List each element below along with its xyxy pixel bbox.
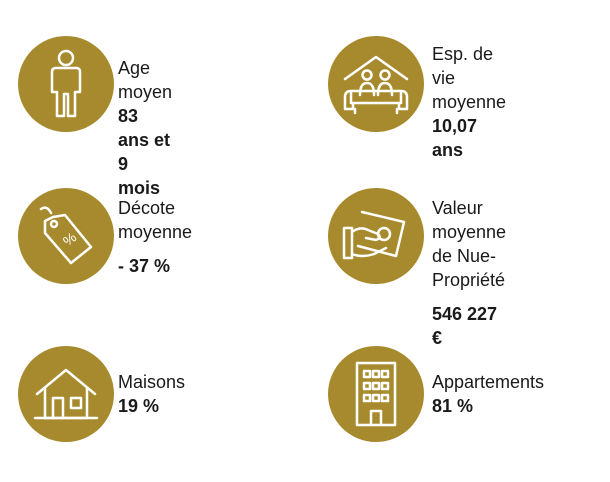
stat-text: Esp. de vie moyenne 10,07 ans: [432, 42, 506, 162]
stat-value: - 37 %: [118, 256, 171, 276]
stat-label: Maisons: [118, 372, 186, 392]
icon-circle: [328, 346, 424, 442]
tag-percent-text: %: [60, 229, 80, 249]
stat-text: Age moyen 83 ans et 9 mois: [118, 56, 172, 200]
stat-value: 83 ans et 9 mois: [118, 106, 171, 198]
stat-text: Maisons 19 %: [118, 370, 185, 418]
stat-label-line-2: moyenne: [432, 92, 507, 112]
stat-value: 10,07 ans: [432, 116, 478, 160]
stat-value: 546 227 €: [432, 304, 498, 348]
icon-circle: [328, 36, 424, 132]
stat-label-line-1: Valeur moyenne: [432, 198, 507, 242]
person-icon: [50, 49, 82, 118]
stat-text: Appartements 81 %: [432, 370, 544, 418]
stat-label-line-1: Esp. de vie: [432, 44, 494, 88]
stat-value: 81 %: [432, 396, 474, 416]
stat-label: Appartements: [432, 372, 545, 392]
stat-label-line-2: de Nue-Propriété: [432, 246, 506, 290]
icon-circle: [18, 346, 114, 442]
seniors-house-icon: [343, 55, 409, 115]
stat-label-line-2: moyenne: [118, 222, 193, 242]
stat-value: 19 %: [118, 396, 160, 416]
stat-text: Décote moyenne - 37 %: [118, 196, 192, 278]
icon-circle: [328, 188, 424, 284]
icon-circle: [18, 36, 114, 132]
apartment-building-icon: [355, 361, 397, 427]
house-icon: [33, 368, 99, 420]
stat-label: Age moyen: [118, 58, 173, 102]
discount-tag-icon: %: [39, 206, 93, 265]
icon-circle: %: [18, 188, 114, 284]
stat-label-line-1: Décote: [118, 198, 176, 218]
stat-text: Valeur moyenne de Nue-Propriété 546 227 …: [432, 196, 506, 350]
money-hand-icon: [342, 210, 406, 260]
